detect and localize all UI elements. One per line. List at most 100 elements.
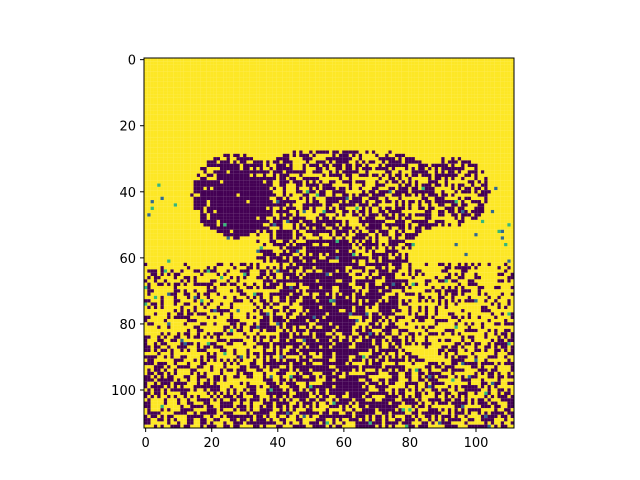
heatmap-cell	[447, 110, 452, 115]
heatmap-cell	[256, 180, 260, 184]
heatmap-cell	[355, 61, 359, 65]
heatmap-cell	[292, 130, 297, 135]
heatmap-cell	[190, 100, 194, 105]
heatmap-cell	[345, 173, 349, 177]
heatmap-cell	[292, 67, 297, 72]
heatmap-cell	[500, 163, 505, 168]
heatmap-cell	[305, 81, 310, 85]
heatmap-cell	[388, 91, 392, 95]
heatmap-cell	[371, 193, 376, 197]
heatmap-cell	[434, 77, 439, 82]
heatmap-cell	[401, 110, 406, 115]
heatmap-cell	[177, 100, 181, 105]
heatmap-cell	[170, 203, 174, 207]
heatmap-cell	[216, 160, 221, 164]
heatmap-cell	[371, 200, 376, 204]
heatmap-cell	[196, 196, 201, 201]
heatmap-cell	[494, 133, 498, 138]
heatmap-cell	[480, 130, 485, 135]
heatmap-cell	[424, 97, 429, 101]
heatmap-cell	[180, 157, 184, 161]
heatmap-cell	[279, 180, 283, 184]
heatmap-cell	[441, 160, 445, 164]
heatmap-cell	[480, 84, 485, 88]
heatmap-cell	[342, 150, 346, 154]
heatmap-cell	[457, 157, 462, 161]
heatmap-cell	[173, 176, 178, 181]
heatmap-cell	[150, 127, 154, 131]
heatmap-cell	[375, 58, 379, 62]
heatmap-cell	[438, 67, 442, 72]
heatmap-cell	[385, 87, 389, 92]
heatmap-cell	[239, 150, 244, 154]
heatmap-cell	[414, 193, 419, 197]
heatmap-cell	[385, 71, 389, 75]
heatmap-cell	[203, 71, 207, 75]
heatmap-cell	[256, 193, 260, 197]
heatmap-cell	[219, 87, 224, 92]
heatmap-cell	[246, 104, 250, 108]
heatmap-cell	[421, 107, 425, 111]
heatmap-cell	[302, 117, 306, 121]
heatmap-cell	[378, 176, 382, 181]
heatmap-cell	[381, 147, 386, 151]
heatmap-cell	[206, 124, 211, 128]
heatmap-cell	[477, 143, 482, 148]
heatmap-cell	[272, 133, 277, 138]
heatmap-cell	[243, 94, 247, 98]
heatmap-cell	[203, 97, 207, 101]
heatmap-cell	[391, 97, 396, 101]
heatmap-cell	[253, 74, 257, 78]
heatmap-cell	[223, 120, 227, 125]
heatmap-cell	[262, 173, 267, 177]
heatmap-cell	[157, 77, 161, 82]
heatmap-cell	[431, 143, 435, 148]
heatmap-cell	[471, 180, 475, 184]
heatmap-cell	[474, 67, 478, 72]
heatmap-cell	[352, 143, 356, 148]
heatmap-cell	[157, 163, 161, 168]
heatmap-cell	[500, 64, 505, 68]
heatmap-cell	[424, 180, 429, 184]
heatmap-cell	[434, 153, 439, 158]
heatmap-cell	[464, 124, 468, 128]
heatmap-cell	[418, 186, 422, 191]
heatmap-cell	[259, 200, 263, 204]
heatmap-cell	[494, 173, 498, 177]
heatmap-cell	[246, 64, 250, 68]
heatmap-cell	[332, 143, 336, 148]
heatmap-cell	[266, 97, 270, 101]
heatmap-cell	[249, 200, 254, 204]
heatmap-cell	[295, 74, 300, 78]
heatmap-cell	[286, 100, 290, 105]
heatmap-cell	[177, 124, 181, 128]
heatmap-cell	[457, 110, 462, 115]
heatmap-cell	[444, 143, 448, 148]
heatmap-cell	[365, 140, 369, 144]
heatmap-cell	[229, 200, 234, 204]
heatmap-cell	[385, 84, 389, 88]
heatmap-cell	[203, 104, 207, 108]
heatmap-cell	[173, 183, 178, 187]
heatmap-cell	[286, 97, 290, 101]
heatmap-cell	[358, 163, 363, 168]
heatmap-cell	[246, 71, 250, 75]
heatmap-cell	[229, 58, 234, 62]
heatmap-cell	[355, 190, 359, 194]
heatmap-cell	[454, 120, 458, 125]
heatmap-cell	[289, 133, 293, 138]
heatmap-cell	[147, 91, 151, 95]
heatmap-cell	[276, 170, 280, 174]
heatmap-cell	[253, 58, 257, 62]
heatmap-cell	[375, 160, 379, 164]
heatmap-cell	[295, 167, 300, 171]
heatmap-cell	[325, 124, 330, 128]
heatmap-cell	[418, 173, 422, 177]
heatmap-cell	[451, 97, 455, 101]
heatmap-cell	[253, 61, 257, 65]
heatmap-cell	[147, 74, 151, 78]
heatmap-cell	[309, 130, 313, 135]
heatmap-cell	[147, 100, 151, 105]
heatmap-cell	[358, 203, 363, 207]
heatmap-cell	[352, 120, 356, 125]
